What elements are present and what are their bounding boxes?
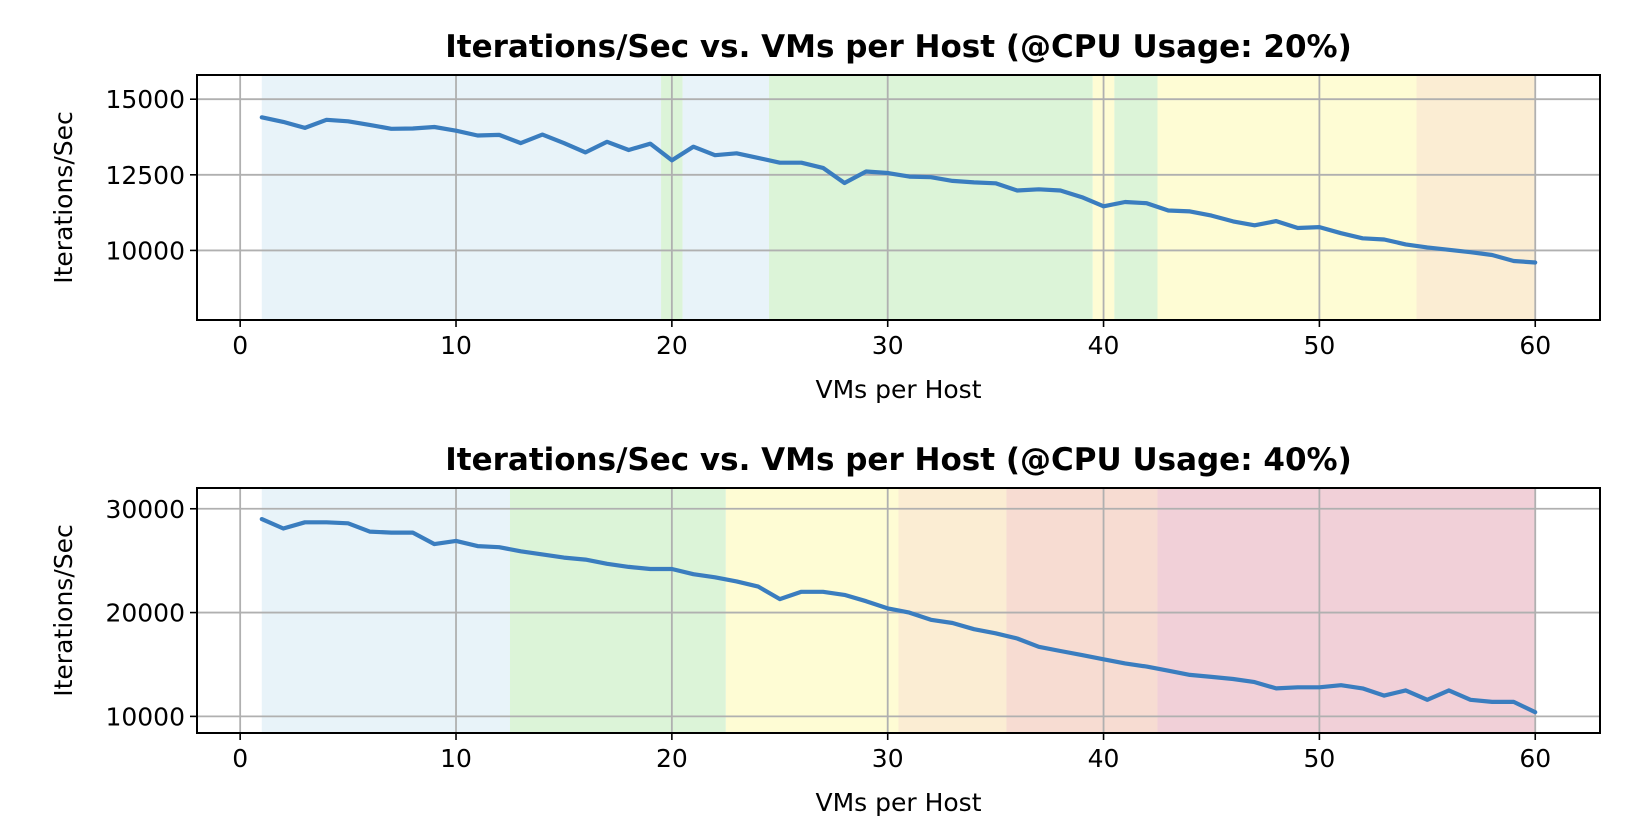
background-band [725,488,899,733]
x-tick-label: 40 [1088,744,1120,773]
plot-frame [196,487,1601,734]
y-axis-label: Iterations/Sec [49,524,78,697]
x-axis-ticks: 0 10 20 30 40 50 60 [232,320,1551,360]
y-tick-label: 12500 [105,161,185,190]
y-axis-label: Iterations/Sec [49,111,78,284]
y-axis-ticks: 10000 12500 15000 [105,85,197,265]
x-axis-ticks: 0 10 20 30 40 50 60 [232,733,1551,773]
y-tick-label: 10000 [105,702,185,731]
y-tick-label: 15000 [105,85,185,114]
chart-title: Iterations/Sec vs. VMs per Host (@CPU Us… [445,29,1352,65]
y-tick-label: 10000 [105,236,185,265]
background-band [1157,488,1536,733]
background-band [898,488,1007,733]
x-tick-label: 60 [1519,331,1551,360]
x-tick-label: 0 [232,744,248,773]
background-band [768,75,1093,320]
background-band [1114,75,1158,320]
background-band [509,488,726,733]
series-line [259,115,1538,265]
chart-cpu-40: Iterations/Sec vs. VMs per Host (@CPU Us… [49,442,1601,817]
x-tick-label: 40 [1088,331,1120,360]
x-tick-label: 20 [656,331,688,360]
background-band [1157,75,1417,320]
y-tick-label: 20000 [105,599,185,628]
plot-frame [196,74,1601,321]
background-band [1416,75,1536,320]
y-tick-label: 30000 [105,495,185,524]
x-axis-label: VMs per Host [815,788,981,817]
x-tick-label: 10 [440,744,472,773]
chart-title: Iterations/Sec vs. VMs per Host (@CPU Us… [445,442,1352,478]
x-tick-label: 50 [1303,744,1335,773]
x-tick-label: 20 [656,744,688,773]
x-tick-label: 30 [872,331,904,360]
x-tick-label: 30 [872,744,904,773]
background-band [1006,488,1158,733]
background-band [261,488,510,733]
series-line [259,516,1538,715]
background-bands [261,488,1536,733]
chart-cpu-20: Iterations/Sec vs. VMs per Host (@CPU Us… [49,29,1601,404]
x-tick-label: 10 [440,331,472,360]
x-tick-label: 0 [232,331,248,360]
x-tick-label: 50 [1303,331,1335,360]
y-axis-ticks: 10000 20000 30000 [105,495,197,731]
background-band [261,75,662,320]
background-bands [261,75,1536,320]
x-axis-label: VMs per Host [815,375,981,404]
background-band [682,75,769,320]
x-tick-label: 60 [1519,744,1551,773]
